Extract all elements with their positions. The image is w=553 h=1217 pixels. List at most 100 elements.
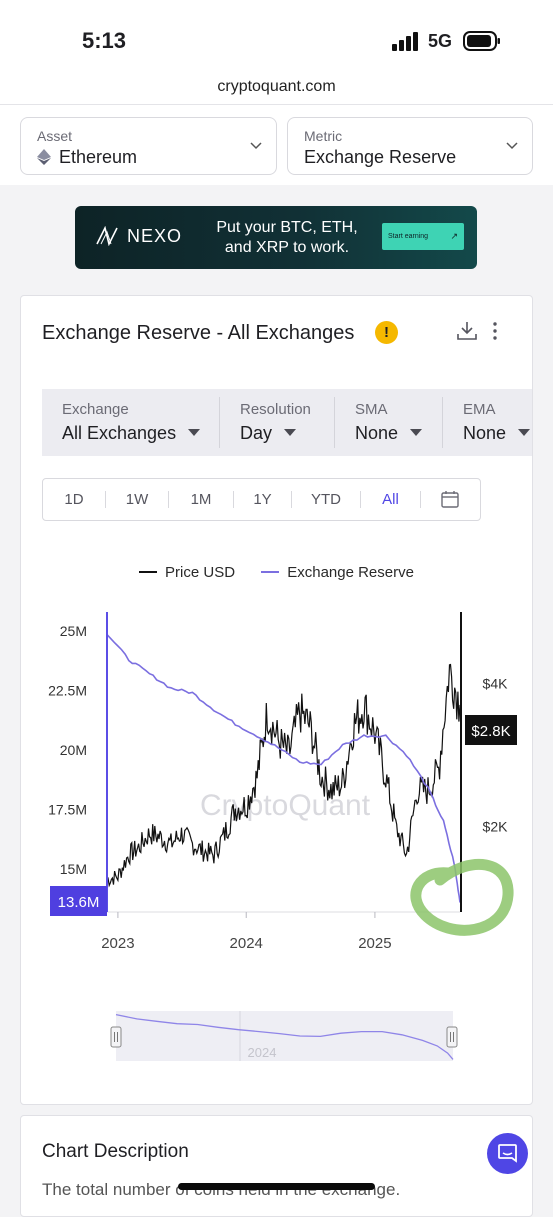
warning-icon[interactable]: !: [375, 321, 398, 344]
sma-filter[interactable]: SMA None: [355, 389, 440, 456]
divider: [334, 397, 335, 448]
calendar-icon[interactable]: [440, 489, 460, 509]
range-1d-button[interactable]: 1D: [64, 491, 84, 508]
price-current-tag: $2.8K: [471, 723, 510, 740]
y-left-tick-label: 25M: [60, 623, 87, 639]
resolution-filter-value-wrap: Day: [240, 423, 297, 444]
ethereum-icon: [37, 149, 51, 165]
resolution-filter-label: Resolution: [240, 401, 311, 418]
exchange-filter-label: Exchange: [62, 401, 129, 418]
nexo-logo-icon: [96, 225, 118, 247]
chart-legend: Price USD Exchange Reserve: [21, 564, 532, 581]
exchange-filter[interactable]: Exchange All Exchanges: [62, 389, 212, 456]
divider: [168, 491, 169, 508]
caret-down-icon: [188, 429, 201, 436]
ema-filter-value: None: [463, 423, 507, 443]
divider: [233, 491, 234, 508]
range-1w-button[interactable]: 1W: [125, 491, 149, 508]
legend-label-reserve: Exchange Reserve: [287, 564, 414, 581]
chat-button[interactable]: [487, 1133, 528, 1174]
chart-description-card: Chart Description The total number of co…: [20, 1115, 533, 1217]
network-label: 5G: [428, 31, 453, 51]
highlight-circle: [410, 859, 514, 936]
url-text: cryptoquant.com: [217, 78, 336, 95]
asset-select-value: Ethereum: [59, 147, 138, 167]
chart-card: Exchange Reserve - All Exchanges ! Excha…: [20, 295, 533, 1105]
chart-filter-bar: Exchange All Exchanges Resolution Day SM…: [42, 389, 532, 456]
resolution-filter-value: Day: [240, 423, 273, 443]
status-time: 5:13: [82, 28, 127, 53]
nexo-ad-banner[interactable]: NEXO Put your BTC, ETH, and XRP to work.…: [75, 206, 477, 269]
y-left-tick-label: 20M: [60, 742, 87, 758]
more-vertical-icon[interactable]: [491, 320, 499, 342]
caret-down-icon: [518, 429, 531, 436]
exchange-reserve-chart[interactable]: CryptoQuant 2023 2024 2025 25M 22.5M 20M 17.5M 1…: [0, 0, 553, 1100]
exchange-filter-value-wrap: All Exchanges: [62, 423, 201, 444]
x-tick-label: 2024: [230, 935, 263, 952]
sma-filter-value-wrap: None: [355, 423, 423, 444]
navigator-right-handle: [446, 1026, 458, 1048]
home-indicator: [178, 1183, 375, 1190]
range-ytd-button[interactable]: YTD: [311, 491, 341, 508]
url-bar[interactable]: cryptoquant.com: [0, 70, 553, 105]
divider: [105, 491, 106, 508]
legend-swatch: [139, 571, 158, 573]
range-1y-button[interactable]: 1Y: [253, 491, 272, 508]
metric-select-label: Metric: [304, 128, 343, 144]
signal-icon: [392, 32, 418, 51]
ema-filter-label: EMA: [463, 401, 496, 418]
ad-cta-label: Start earning: [388, 233, 429, 240]
navigator-year-label: 2024: [248, 1045, 277, 1060]
navigator-left-handle: [110, 1026, 122, 1048]
caret-down-icon: [284, 429, 297, 436]
x-tick-label: 2023: [101, 935, 134, 952]
battery-icon: [463, 31, 500, 51]
price-current-tag-bg: [465, 715, 517, 745]
legend-item-price[interactable]: Price USD: [139, 564, 235, 581]
divider: [360, 491, 361, 508]
time-range-selector: 1D 1W 1M 1Y YTD All: [42, 478, 481, 521]
metric-select-value: Exchange Reserve: [304, 147, 457, 167]
chart-description-title: Chart Description: [42, 1141, 189, 1162]
legend-swatch: [261, 571, 280, 573]
metric-select[interactable]: Metric Exchange Reserve: [287, 117, 533, 175]
download-icon[interactable]: [456, 320, 478, 342]
reserve-current-tag-bg: [50, 886, 107, 916]
asset-select-value-wrap: Ethereum: [37, 147, 137, 168]
divider: [420, 491, 421, 508]
status-bar: 5:13 5G: [0, 0, 553, 70]
chevron-down-icon: [250, 142, 262, 150]
ema-filter[interactable]: EMA None: [463, 389, 532, 456]
nexo-logo: NEXO: [95, 225, 183, 247]
y-left-tick-label: 22.5M: [48, 683, 87, 699]
price-usd-line: [106, 663, 461, 888]
chart-card-title: Exchange Reserve - All Exchanges: [42, 322, 355, 344]
selector-bar: Asset Ethereum Metric Exchange Reserve: [0, 105, 553, 185]
divider: [442, 397, 443, 448]
reserve-current-tag: 13.6M: [58, 894, 100, 911]
y-right-tick-label: $2K: [483, 818, 509, 834]
ema-filter-value-wrap: None: [463, 423, 531, 444]
caret-down-icon: [410, 429, 423, 436]
divider: [219, 397, 220, 448]
chevron-down-icon: [506, 142, 518, 150]
asset-select[interactable]: Asset Ethereum: [20, 117, 277, 175]
y-right-tick-label: $4K: [483, 675, 509, 691]
sma-filter-value: None: [355, 423, 399, 443]
range-all-button[interactable]: All: [382, 491, 399, 508]
arrow-up-right-icon: ↗: [450, 231, 458, 241]
divider: [291, 491, 292, 508]
legend-label-price: Price USD: [165, 564, 236, 581]
navigator-series-line: [115, 1013, 454, 1060]
ad-tagline: Put your BTC, ETH, and XRP to work.: [216, 219, 358, 256]
x-tick-label: 2025: [358, 935, 391, 952]
chat-icon: [498, 1144, 517, 1163]
exchange-reserve-line: [106, 634, 461, 903]
resolution-filter[interactable]: Resolution Day: [240, 389, 330, 456]
ad-brand: NEXO: [127, 226, 183, 246]
navigator-background: [116, 1011, 453, 1061]
asset-select-label: Asset: [37, 128, 73, 144]
ad-cta-button[interactable]: Start earning ↗: [382, 223, 464, 250]
range-1m-button[interactable]: 1M: [190, 491, 212, 508]
legend-item-reserve[interactable]: Exchange Reserve: [261, 564, 414, 581]
